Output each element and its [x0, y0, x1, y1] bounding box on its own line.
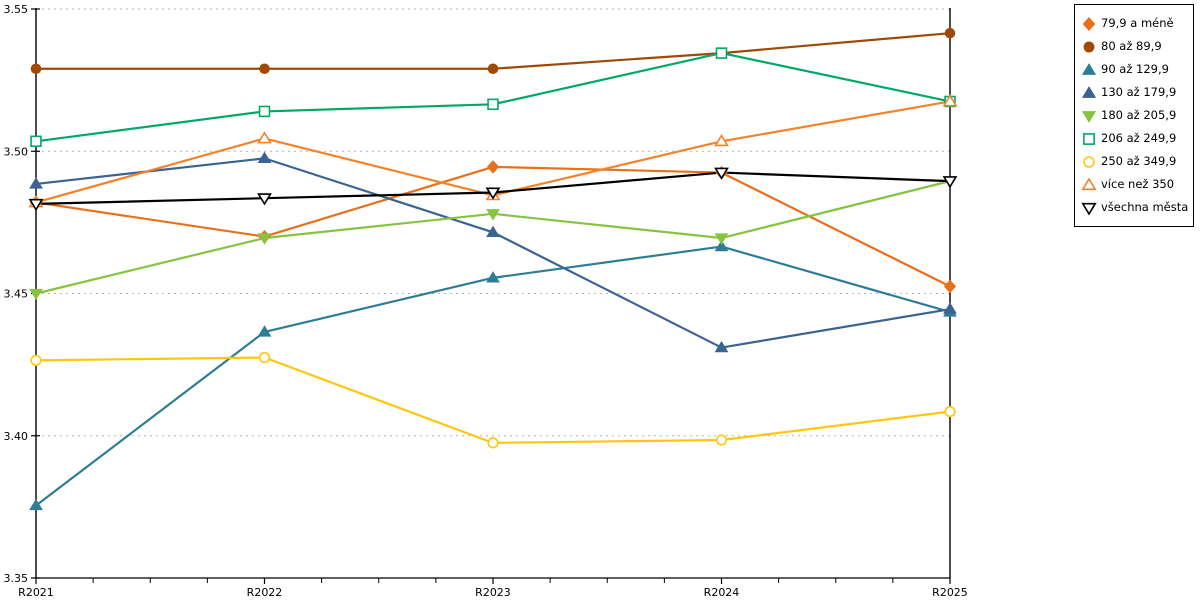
data-point-marker [715, 47, 728, 59]
series-line [34, 32, 952, 70]
data-point-marker [487, 63, 499, 75]
data-point-marker [485, 187, 501, 200]
data-point-marker [28, 198, 44, 212]
y-tick-label: 3.55 [4, 3, 29, 16]
circle-icon [1081, 39, 1097, 55]
y-tick-label: 3.50 [4, 145, 29, 158]
legend-item-label: 206 až 249,9 [1101, 130, 1177, 145]
data-point-marker [486, 160, 500, 174]
data-point-marker [487, 98, 499, 111]
axis-ticks [31, 8, 951, 584]
legend-item[interactable]: 250 až 349,9 [1081, 150, 1188, 173]
chart-legend: 79,9 a méně 80 až 89,9 90 až 129,9 130 až 1… [1074, 4, 1194, 227]
data-point-marker [714, 233, 729, 245]
x-tick-label: R2025 [932, 586, 968, 599]
legend-item[interactable]: všechna města [1081, 196, 1188, 219]
data-point-marker [487, 437, 499, 449]
diamond-icon [1081, 16, 1097, 32]
legend-item-label: 90 až 129,9 [1101, 61, 1169, 76]
x-axis-tick-labels: R2021 R2022 R2023 R2024 R2025 [18, 586, 968, 599]
legend-item-label: 180 až 205,9 [1101, 107, 1177, 122]
data-point-marker [29, 288, 43, 301]
legend-item[interactable]: 79,9 a méně [1081, 12, 1188, 35]
data-point-marker [29, 177, 43, 189]
data-point-marker [257, 233, 272, 245]
legend-item[interactable]: 80 až 89,9 [1081, 35, 1188, 58]
data-point-marker [258, 105, 271, 118]
data-point-marker [1081, 62, 1097, 75]
data-point-marker [30, 354, 42, 366]
data-point-marker [257, 193, 272, 206]
x-tick-label: R2021 [18, 586, 54, 599]
data-point-marker [257, 131, 272, 144]
data-point-marker [258, 351, 271, 364]
data-point-marker [714, 340, 729, 353]
data-point-marker [942, 176, 958, 189]
triangle-up-icon [1081, 85, 1097, 101]
data-point-marker [1082, 16, 1096, 31]
chart-canvas: 3.353.403.453.503.55 R2021 R2022 R2023 R202… [4, 3, 968, 599]
y-tick-label: 3.40 [4, 430, 29, 443]
data-point-marker [486, 225, 500, 237]
data-point-marker [486, 271, 500, 283]
legend-item[interactable]: 90 až 129,9 [1081, 58, 1188, 81]
x-tick-label: R2022 [247, 586, 283, 599]
data-point-marker [1081, 202, 1097, 215]
data-point-marker [486, 209, 500, 221]
data-point-marker [1083, 132, 1095, 145]
data-point-marker [942, 94, 958, 107]
data-point-marker [944, 405, 956, 418]
data-point-marker [30, 63, 42, 75]
legend-item-label: 80 až 89,9 [1101, 38, 1162, 53]
data-point-marker [257, 325, 272, 337]
legend-item-label: více než 350 [1101, 176, 1175, 191]
line-chart: 3.35 3.40 3.45 3.50 3.55 R2021 R2022 R2023 R202… [4, 3, 968, 599]
legend-item[interactable]: 180 až 205,9 [1081, 104, 1188, 127]
y-axis-tick-labels: 3.35 3.40 3.45 3.50 3.55 [4, 3, 29, 585]
legend-item-label: 250 až 349,9 [1101, 153, 1177, 168]
data-point-marker [943, 302, 957, 314]
data-point-marker [1081, 177, 1097, 190]
x-tick-label: R2023 [475, 586, 511, 599]
legend-item[interactable]: 206 až 249,9 [1081, 127, 1188, 150]
y-tick-label: 3.35 [4, 572, 29, 585]
gridlines [36, 8, 950, 579]
series-markers [28, 27, 958, 511]
data-point-marker [714, 239, 729, 252]
data-point-marker [944, 27, 956, 39]
series-line [34, 157, 952, 349]
data-point-marker [715, 434, 728, 446]
data-point-marker [1083, 155, 1095, 168]
triangle-up-icon [1081, 177, 1097, 193]
circle-icon [1081, 154, 1097, 170]
data-point-marker [1083, 41, 1095, 52]
data-point-marker [257, 151, 272, 164]
legend-item-label: 130 až 179,9 [1101, 84, 1177, 99]
legend-item-label: všechna města [1101, 199, 1189, 214]
square-icon [1081, 131, 1097, 147]
y-tick-label: 3.45 [4, 288, 29, 301]
triangle-up-icon [1081, 62, 1097, 78]
data-point-marker [30, 135, 42, 148]
data-point-marker [259, 63, 270, 75]
series-line [34, 245, 952, 507]
triangle-down-icon [1081, 108, 1097, 124]
series-line [34, 100, 952, 204]
legend-item-label: 79,9 a méně [1101, 15, 1174, 30]
data-point-marker [1081, 85, 1097, 98]
data-point-marker [943, 279, 957, 294]
data-point-marker [29, 498, 43, 511]
triangle-down-icon [1081, 200, 1097, 216]
x-tick-label: R2024 [704, 586, 740, 599]
data-point-marker [714, 134, 729, 147]
data-point-marker [1081, 110, 1097, 123]
legend-item[interactable]: 130 až 179,9 [1081, 81, 1188, 104]
legend-item[interactable]: více než 350 [1081, 173, 1188, 196]
data-point-marker [714, 167, 729, 180]
